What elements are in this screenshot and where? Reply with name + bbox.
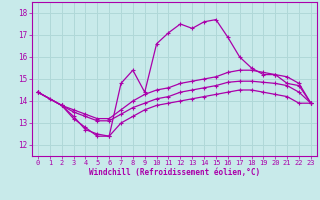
X-axis label: Windchill (Refroidissement éolien,°C): Windchill (Refroidissement éolien,°C) [89, 168, 260, 177]
